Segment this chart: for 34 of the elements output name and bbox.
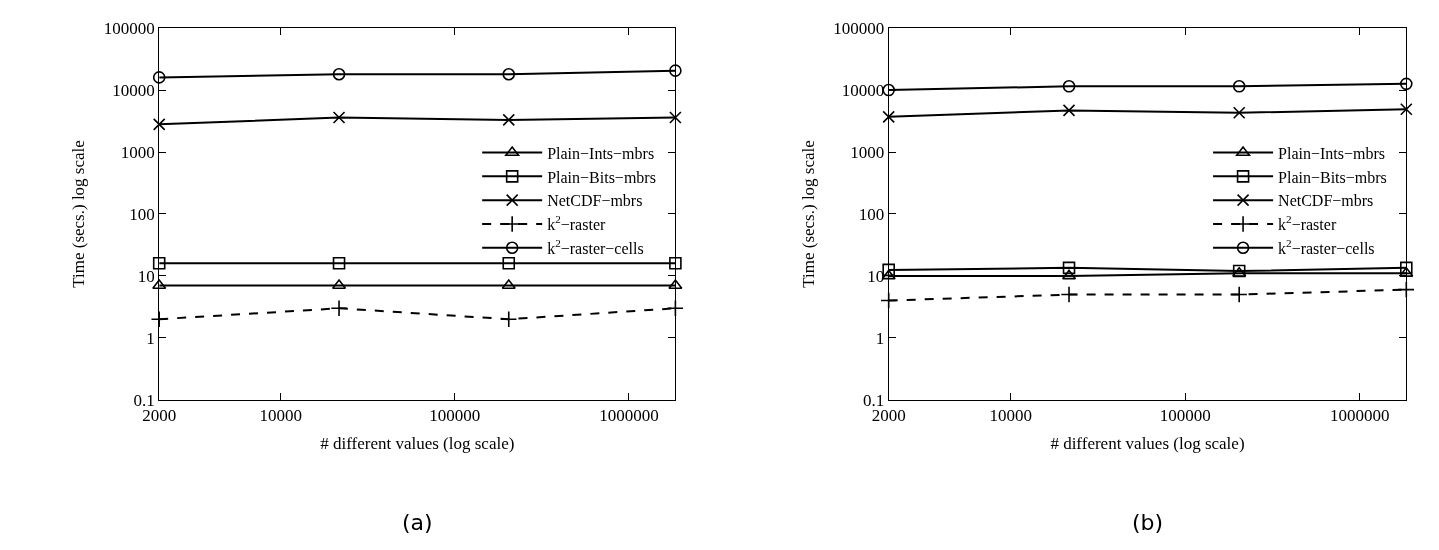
y-tick-label: 1000	[850, 142, 885, 162]
legend-label: k$^{2}$−raster	[547, 213, 606, 234]
x-tick-label: 1000000	[1329, 406, 1390, 426]
legend-label: NetCDF−mbrs	[1278, 192, 1374, 210]
legend-label: Plain−Bits−mbrs	[547, 168, 656, 186]
legend-label: k$^{2}$−raster−cells	[547, 237, 644, 257]
y-tick-label: 100	[858, 204, 885, 224]
y-tick-label: 100000	[103, 19, 155, 39]
x-axis-title: # different values (log scale)	[1050, 433, 1245, 453]
legend-label: Plain−Ints−mbrs	[1278, 144, 1386, 162]
x-tick-label: 100000	[429, 406, 481, 426]
y-tick-label: 1000	[120, 142, 155, 162]
y-axis-title: Time (secs.) log scale	[798, 140, 818, 288]
legend-label: Plain−Bits−mbrs	[1278, 168, 1387, 186]
y-tick-label: 10	[867, 266, 885, 286]
y-tick-label: 10	[137, 266, 155, 286]
legend-label: k$^{2}$−raster−cells	[1278, 237, 1375, 257]
y-tick-label: 1	[875, 328, 885, 348]
x-tick-label: 10000	[259, 406, 303, 426]
text: (a)	[402, 510, 433, 535]
x-tick-label: 10000	[989, 406, 1032, 426]
y-tick-label: 100	[129, 204, 155, 224]
x-tick-label: 1000000	[599, 406, 659, 426]
x-axis-title: # different values (log scale)	[320, 433, 515, 453]
x-tick-label: 100000	[1159, 406, 1211, 426]
text: (b)	[1132, 510, 1164, 535]
y-tick-label: 10000	[112, 81, 155, 101]
legend-label: NetCDF−mbrs	[547, 192, 643, 210]
y-axis-title: Time (secs.) log scale	[69, 140, 89, 288]
legend-label: k$^{2}$−raster	[1278, 213, 1337, 234]
legend-label: Plain−Ints−mbrs	[547, 144, 655, 162]
y-tick-label: 1	[146, 328, 155, 348]
y-tick-label: 100000	[833, 19, 885, 39]
y-tick-label: 10000	[841, 81, 885, 101]
